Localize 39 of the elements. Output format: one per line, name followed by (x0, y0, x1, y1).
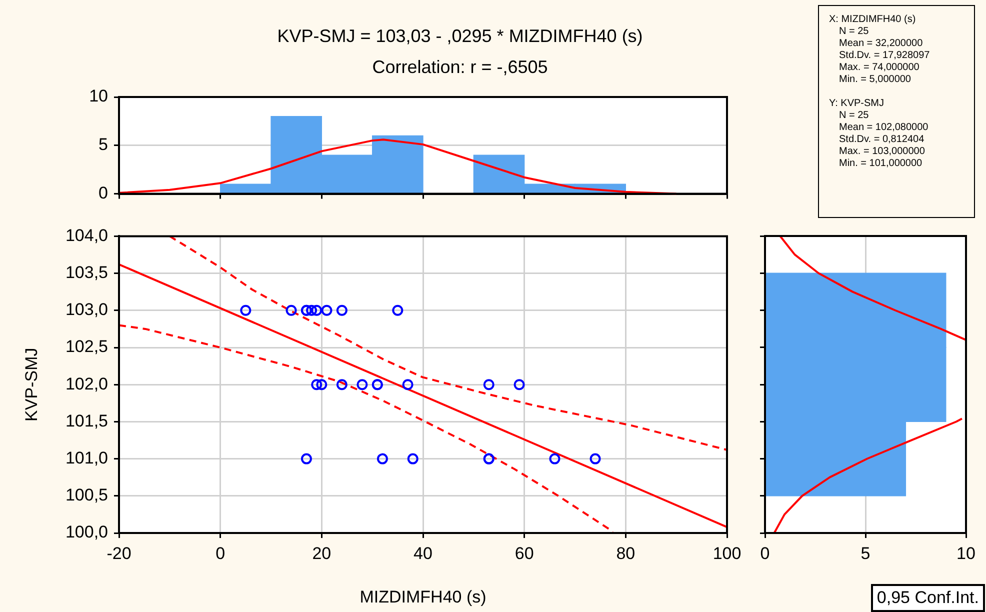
x-tick-label: 5 (860, 544, 870, 563)
x-tick-label: 10 (956, 544, 976, 563)
y-tick-label: 102,0 (65, 374, 108, 394)
x-tick-label: 40 (414, 544, 432, 563)
y-axis-title: KVP-SMJ (22, 348, 41, 422)
x-tick-label: -20 (106, 544, 132, 563)
text: X: MIZDIMFH40 (s) (829, 14, 917, 26)
text: Std.Dv. = 17,928097 (838, 50, 931, 62)
y-tick-label: 10 (89, 86, 108, 106)
y-tick-label: 100,0 (65, 522, 108, 542)
y-tick-label: 102,5 (65, 337, 108, 356)
text: Mean = 32,200000 (838, 38, 924, 50)
x-tick-label: 20 (312, 544, 332, 563)
text: Mean = 102,080000 (838, 122, 930, 134)
text: Max. = 74,000000 (838, 62, 920, 74)
chart-title: KVP-SMJ = 103,03 - ,0295 * MIZDIMFH40 (s) (276, 26, 644, 47)
y-tick-label: 101,0 (65, 448, 108, 468)
y-tick-label: 103,0 (65, 300, 108, 320)
text: Max. = 103,000000 (838, 146, 926, 158)
text: Y: KVP-SMJ (829, 98, 886, 110)
y-tick-label: 103,5 (65, 262, 108, 282)
chart-subtitle: Correlation: r = -,6505 (371, 57, 549, 78)
text: N = 25 (838, 110, 870, 122)
y-tick-label: 100,5 (65, 486, 108, 505)
y-tick-label: 104,0 (65, 226, 108, 245)
text: Min. = 101,000000 (838, 158, 924, 170)
x-tick-label: 60 (514, 544, 534, 563)
text: 0,95 Conf.Int. (870, 584, 985, 612)
x-tick-label: 80 (616, 544, 636, 563)
y-tick-label: 101,5 (65, 411, 108, 430)
y-tick-label: 0 (98, 183, 108, 202)
x-tick-label: 100 (712, 544, 742, 563)
text: Min. = 5,000000 (838, 74, 912, 86)
x-axis-title: MIZDIMFH40 (s) (360, 587, 486, 606)
text: N = 25 (838, 26, 870, 38)
text: Std.Dv. = 0,812404 (838, 134, 926, 146)
y-tick-label: 5 (98, 135, 108, 154)
x-tick-label: 0 (216, 544, 226, 563)
x-tick-label: 0 (760, 544, 770, 563)
